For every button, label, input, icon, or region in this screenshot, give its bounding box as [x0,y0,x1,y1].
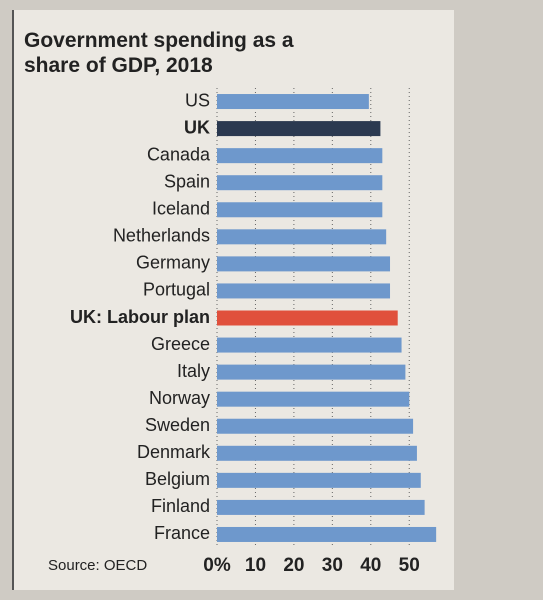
bar [217,148,383,164]
x-tick-label: 30 [322,555,343,576]
y-tick-label: Denmark [137,442,211,462]
bar [217,445,417,461]
x-tick-label: 0% [203,555,231,576]
bar [217,364,406,380]
bar [217,256,391,272]
bar [217,499,425,515]
bar [217,310,398,326]
x-tick-label: 50 [399,555,420,576]
bar [217,202,383,218]
y-tick-label: Iceland [152,199,210,219]
y-tick-label: Portugal [143,280,210,300]
y-tick-label: UK: Labour plan [70,307,210,327]
y-tick-label: US [185,90,210,110]
y-tick-label: Finland [151,496,210,516]
y-tick-label: Netherlands [113,226,210,246]
y-tick-label: UK [184,117,210,137]
x-tick-label: 40 [360,555,381,576]
bar [217,229,387,245]
bar [217,391,410,407]
bar [217,337,402,353]
chart-title: Government spending as a share of GDP, 2… [24,29,294,77]
y-tick-label: Spain [164,171,210,191]
bar [217,418,414,434]
y-tick-label: Sweden [145,415,210,435]
bar [217,283,391,299]
y-tick-label: Norway [149,388,210,408]
bar [217,121,381,137]
source: Source: OECD [48,557,147,574]
y-tick-label: Greece [151,334,210,354]
y-tick-label: Italy [177,361,210,381]
bar [217,526,437,542]
y-tick-label: Germany [136,253,210,273]
x-tick-label: 10 [245,555,266,576]
y-tick-label: Canada [147,144,211,164]
bar [217,94,369,110]
bar [217,175,383,191]
y-tick-label: Belgium [145,469,210,489]
y-tick-label: France [154,523,210,543]
x-tick-label: 20 [283,555,304,576]
bar [217,472,421,488]
